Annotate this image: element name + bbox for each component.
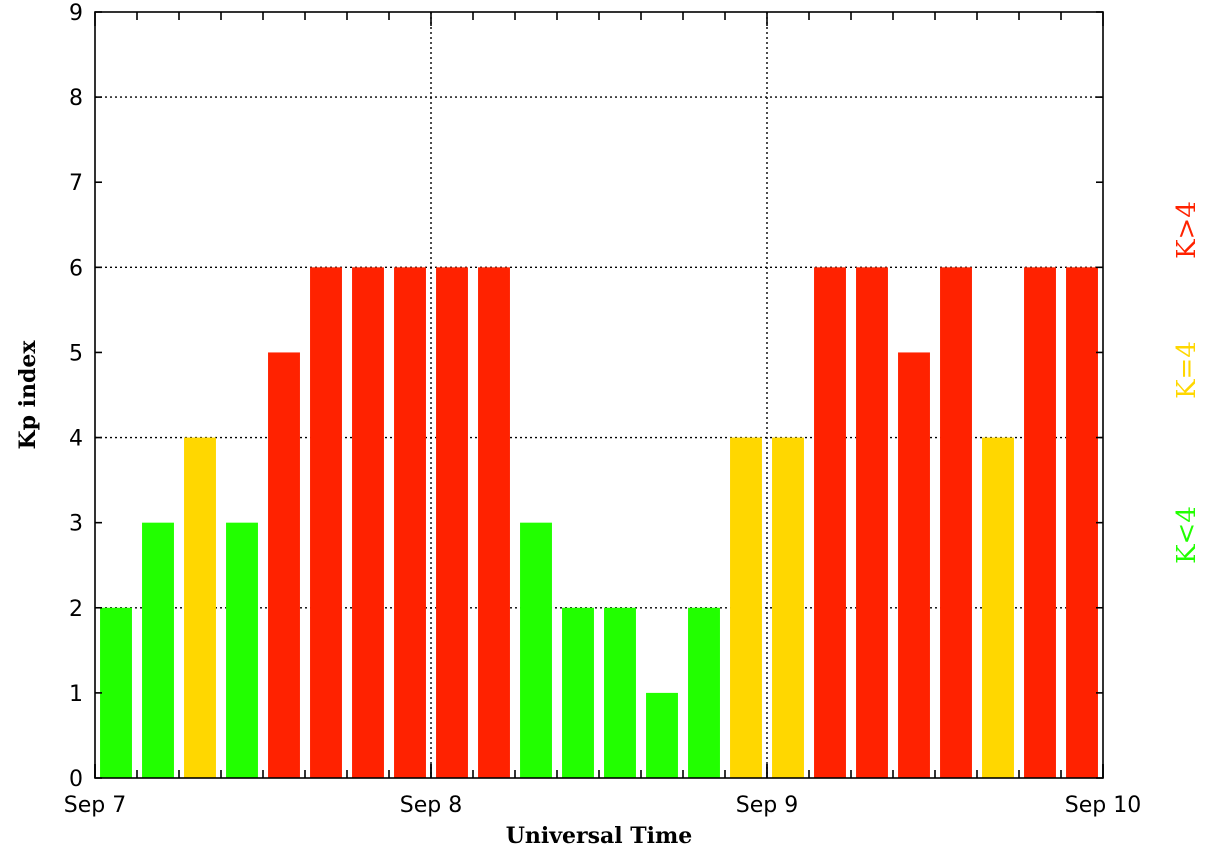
- bars: [100, 267, 1098, 778]
- bar: [562, 607, 594, 778]
- bar: [688, 607, 720, 778]
- x-tick-label: Sep 9: [736, 793, 798, 818]
- bar: [394, 267, 426, 778]
- bar: [226, 522, 258, 778]
- legend-item: K>4: [1172, 201, 1202, 259]
- bar: [940, 267, 972, 778]
- y-tick-label: 4: [69, 427, 83, 452]
- bar: [730, 437, 762, 778]
- y-tick-label: 5: [69, 341, 83, 366]
- x-tick-label: Sep 8: [400, 793, 462, 818]
- y-tick-label: 6: [69, 256, 83, 281]
- y-tick-label: 3: [69, 512, 83, 537]
- bar: [142, 522, 174, 778]
- bar: [520, 522, 552, 778]
- bar: [184, 437, 216, 778]
- x-axis-title: Universal Time: [506, 823, 693, 849]
- bar: [100, 607, 132, 778]
- legend: K<4 K=4 K>4: [1172, 201, 1202, 564]
- x-tick-label: Sep 10: [1065, 793, 1141, 818]
- bar: [814, 267, 846, 778]
- y-axis-title: Kp index: [15, 340, 41, 450]
- legend-label: K=4: [1172, 341, 1202, 399]
- bar: [646, 692, 678, 778]
- bar: [1024, 267, 1056, 778]
- x-tick-labels: Sep 7 Sep 8 Sep 9 Sep 10: [64, 793, 1141, 818]
- y-tick-label: 8: [69, 86, 83, 111]
- grid-lines: [95, 12, 1103, 778]
- plot-frame: [94, 11, 1104, 779]
- y-tick-label: 9: [69, 1, 83, 26]
- y-tick-label: 7: [69, 171, 83, 196]
- y-tick-label: 0: [69, 767, 83, 792]
- legend-label: K>4: [1172, 201, 1202, 259]
- legend-item: K<4: [1172, 506, 1202, 564]
- bar: [856, 267, 888, 778]
- bar: [268, 352, 300, 778]
- bar: [352, 267, 384, 778]
- bar: [898, 352, 930, 778]
- bar: [604, 607, 636, 778]
- y-tick-label: 2: [69, 597, 83, 622]
- bar: [1066, 267, 1098, 778]
- legend-item: K=4: [1172, 341, 1202, 399]
- bar: [436, 267, 468, 778]
- y-tick-label: 1: [69, 682, 83, 707]
- bar: [478, 267, 510, 778]
- bar: [772, 437, 804, 778]
- legend-label: K<4: [1172, 506, 1202, 564]
- bar: [982, 437, 1014, 778]
- x-tick-label: Sep 7: [64, 793, 126, 818]
- bar: [310, 267, 342, 778]
- y-tick-labels: 0 1 2 3 4 5 6 7 8 9: [69, 1, 83, 792]
